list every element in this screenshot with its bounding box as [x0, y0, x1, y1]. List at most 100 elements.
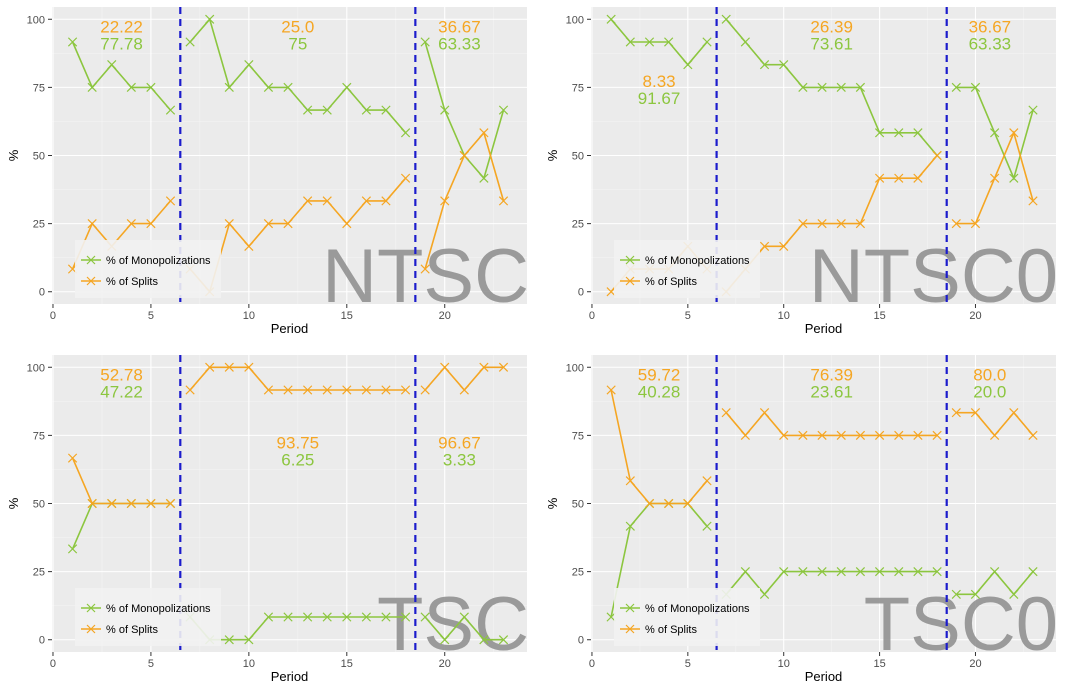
data-point-monopolizations	[874, 128, 885, 138]
y-tick-label: 75	[33, 430, 45, 442]
annotation-monopolizations: 23.61	[810, 382, 853, 401]
data-point-monopolizations	[498, 635, 509, 645]
data-point-splits	[107, 498, 117, 509]
y-axis-title: %	[545, 149, 560, 161]
data-point-splits	[459, 150, 469, 161]
legend-label-splits: % of Splits	[645, 624, 697, 636]
annotation-splits: 80.0	[973, 365, 1006, 384]
data-point-monopolizations	[836, 82, 846, 93]
y-axis-title: %	[6, 149, 21, 161]
data-point-monopolizations	[740, 566, 750, 577]
series-splits	[67, 362, 509, 509]
data-point-monopolizations	[1028, 105, 1038, 115]
data-point-splits	[381, 385, 391, 395]
y-tick-label: 25	[572, 219, 584, 231]
data-point-monopolizations	[1009, 589, 1019, 599]
data-point-splits	[244, 362, 254, 372]
data-point-monopolizations	[683, 60, 693, 70]
data-point-splits	[759, 241, 770, 251]
data-point-splits	[126, 498, 136, 509]
data-point-monopolizations	[479, 635, 489, 645]
x-tick-label: 20	[969, 310, 981, 322]
data-point-monopolizations	[894, 128, 904, 138]
x-tick-label: 5	[685, 310, 691, 322]
data-point-splits	[1028, 196, 1038, 206]
annotation-splits: 76.39	[810, 365, 853, 384]
data-point-splits	[224, 218, 234, 229]
data-point-monopolizations	[67, 37, 78, 47]
data-point-monopolizations	[625, 37, 635, 47]
annotation-monopolizations: 63.33	[969, 34, 1012, 53]
data-point-splits	[126, 218, 136, 229]
annotation-monopolizations: 91.67	[638, 89, 681, 108]
legend-background	[614, 588, 760, 646]
data-point-monopolizations	[951, 82, 961, 93]
x-tick-label: 10	[243, 310, 255, 322]
legend-key-marker-monopolizations	[86, 255, 96, 265]
data-point-splits	[855, 430, 866, 441]
legend-label-monopolizations: % of Monopolizations	[106, 603, 211, 615]
annotation-splits: 22.22	[100, 17, 143, 36]
series-line-monopolizations	[189, 17, 407, 134]
data-point-monopolizations	[244, 60, 254, 70]
series-line-monopolizations	[189, 616, 406, 641]
data-point-splits	[798, 430, 808, 441]
data-point-monopolizations	[913, 566, 923, 577]
data-point-splits	[146, 218, 156, 229]
x-tick-label: 10	[778, 310, 790, 322]
data-point-monopolizations	[874, 566, 885, 577]
data-point-splits	[913, 430, 923, 441]
data-point-splits	[283, 218, 293, 229]
annotation-monopolizations: 3.33	[443, 451, 476, 470]
data-point-splits	[951, 408, 961, 418]
data-point-splits	[817, 430, 827, 441]
y-tick-label: 75	[33, 82, 45, 94]
data-point-splits	[479, 362, 489, 372]
data-point-monopolizations	[283, 82, 293, 93]
data-point-splits	[1009, 128, 1019, 138]
x-tick-label: 0	[50, 658, 56, 670]
x-tick-label: 0	[589, 310, 595, 322]
data-point-monopolizations	[721, 14, 731, 24]
data-point-monopolizations	[244, 635, 254, 645]
data-point-splits	[263, 385, 274, 395]
x-tick-label: 20	[439, 658, 451, 670]
legend-key-marker-monopolizations	[625, 603, 635, 613]
y-tick-label: 75	[572, 430, 584, 442]
data-point-monopolizations	[87, 82, 97, 93]
y-tick-label: 50	[572, 151, 584, 163]
y-tick-label: 100	[566, 14, 584, 26]
data-point-monopolizations	[990, 128, 1000, 138]
data-point-monopolizations	[913, 128, 923, 138]
data-point-monopolizations	[224, 635, 234, 645]
annotation-monopolizations: 20.0	[973, 382, 1006, 401]
data-point-splits	[322, 385, 332, 395]
data-point-splits	[342, 385, 352, 395]
data-point-monopolizations	[400, 128, 411, 138]
data-point-splits	[185, 385, 195, 395]
data-point-monopolizations	[440, 635, 450, 645]
y-tick-label: 50	[33, 499, 45, 511]
x-tick-label: 15	[341, 310, 353, 322]
data-point-splits	[361, 385, 372, 395]
annotation-monopolizations: 73.61	[810, 34, 853, 53]
data-point-monopolizations	[779, 60, 789, 70]
legend-label-splits: % of Splits	[645, 276, 697, 288]
data-point-splits	[894, 173, 904, 183]
data-point-monopolizations	[644, 37, 655, 47]
y-tick-label: 50	[33, 151, 45, 163]
data-point-splits	[479, 128, 489, 138]
y-tick-label: 0	[39, 287, 45, 299]
x-tick-label: 15	[341, 658, 353, 670]
data-point-monopolizations	[263, 612, 274, 622]
data-point-monopolizations	[702, 521, 712, 531]
data-point-monopolizations	[165, 105, 176, 115]
data-point-splits	[990, 430, 1000, 441]
annotation-splits: 52.78	[100, 365, 143, 384]
data-point-monopolizations	[798, 566, 808, 577]
data-point-monopolizations	[1028, 566, 1038, 577]
data-point-splits	[970, 408, 981, 418]
